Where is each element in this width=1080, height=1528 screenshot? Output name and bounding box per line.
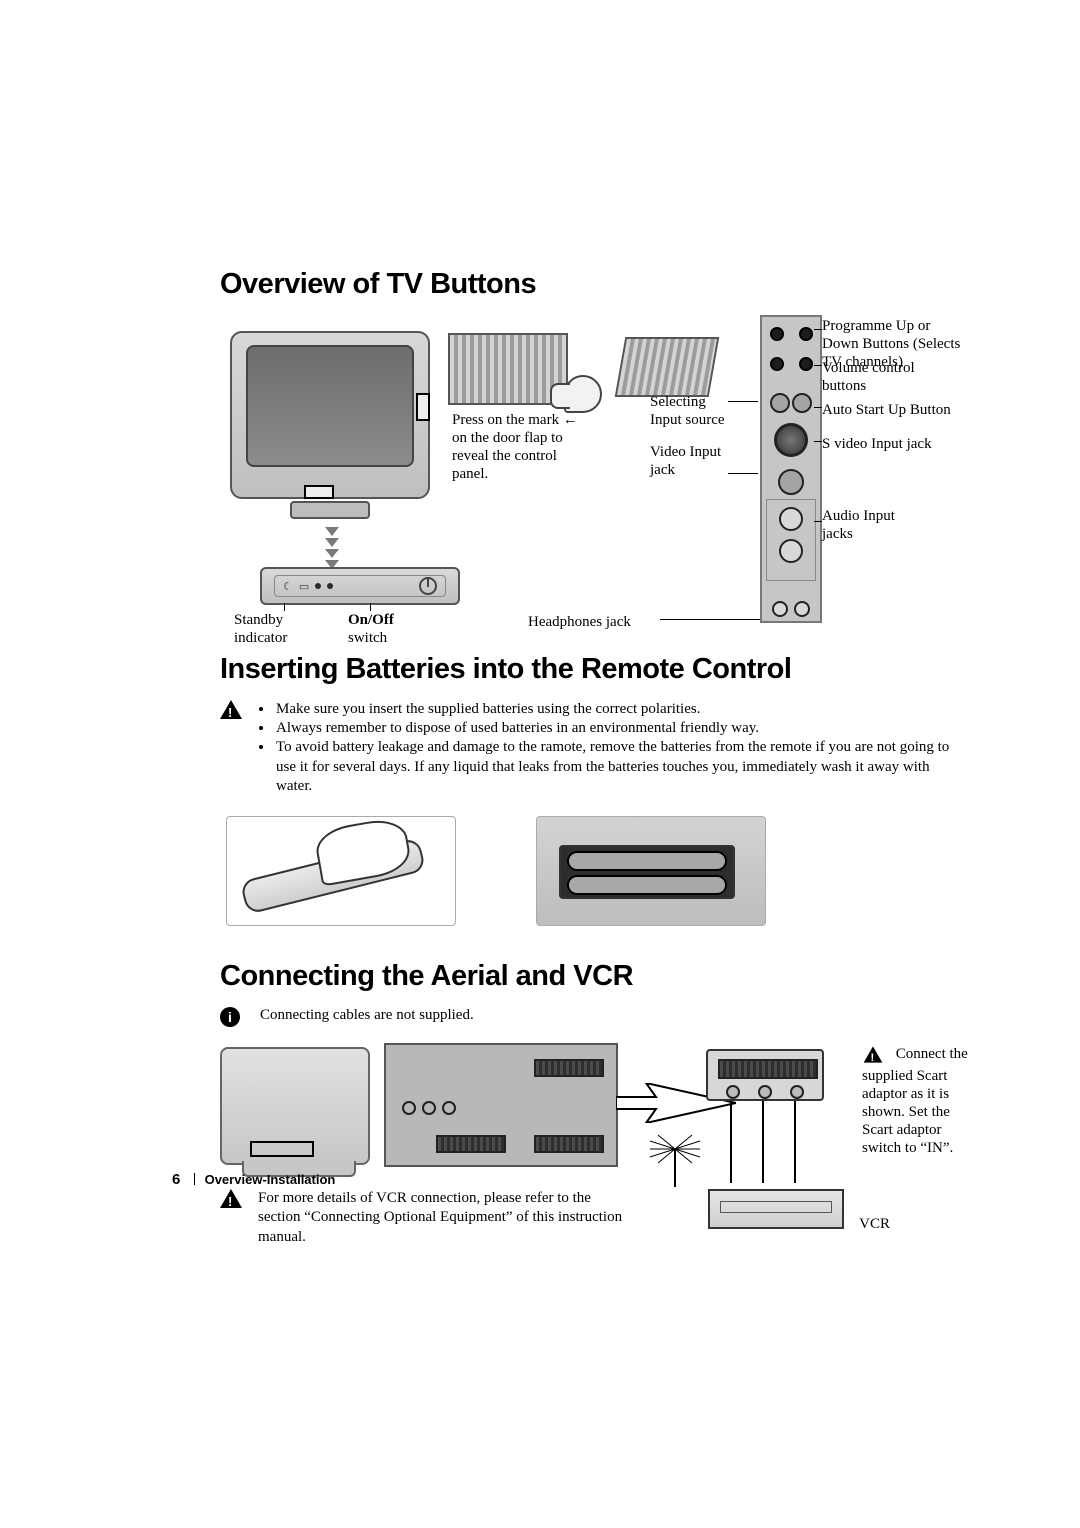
label-autostart: Auto Start Up Button	[822, 401, 968, 419]
label-scart-note: Connect the supplied Scart adaptor as it…	[862, 1045, 978, 1157]
label-standby: Standby indicator	[234, 611, 314, 647]
heading-overview: Overview of TV Buttons	[220, 268, 960, 301]
tv-buttons-figure: ☾▭ Programme Up or Down Buttons (Selects…	[220, 315, 960, 625]
page-number: 6	[172, 1171, 180, 1188]
tv-rear-panel	[384, 1043, 618, 1167]
tv-side-callout-box	[416, 393, 430, 421]
input-select-icon	[770, 393, 790, 413]
page-footer: 6 Overview-Installation	[172, 1171, 335, 1188]
battery-compartment-illustration	[536, 816, 766, 926]
vcr-note-row: For more details of VCR connection, plea…	[220, 1189, 630, 1248]
battery-bullet-3: To avoid battery leakage and damage to t…	[274, 738, 960, 796]
aerial-info-row: i Connecting cables are not supplied.	[220, 1007, 960, 1029]
audio-jack-l-icon	[779, 507, 803, 531]
hand-icon	[564, 375, 602, 413]
page: Overview of TV Buttons	[0, 0, 1080, 1528]
heading-batteries: Inserting Batteries into the Remote Cont…	[220, 653, 960, 686]
door-flap-open	[615, 337, 720, 397]
control-panel	[760, 315, 822, 623]
tv-front-callout-box	[304, 485, 334, 499]
aerial-info-text: Connecting cables are not supplied.	[260, 1007, 474, 1024]
tv-front-panel: ☾▭	[260, 567, 460, 605]
aerial-icon	[640, 1131, 710, 1187]
down-arrows	[314, 525, 350, 571]
label-svideo: S video Input jack	[822, 435, 954, 453]
scart-adaptor	[706, 1049, 824, 1101]
label-audio: Audio Input jacks	[822, 507, 912, 543]
video-jack-icon	[778, 469, 804, 495]
tv-screen	[246, 345, 414, 467]
label-volume: Volume control buttons	[822, 359, 942, 395]
warning-icon	[862, 1045, 884, 1067]
power-icon	[419, 577, 437, 595]
tv-rear-small	[220, 1047, 370, 1165]
heading-aerial: Connecting the Aerial and VCR	[220, 960, 960, 993]
rca-cables	[720, 1101, 820, 1191]
warning-icon	[220, 700, 242, 722]
warning-icon	[220, 1189, 242, 1211]
battery-insert-hand-illustration	[226, 816, 456, 926]
vcr-unit	[708, 1189, 844, 1229]
battery-bullets: Make sure you insert the supplied batter…	[260, 700, 960, 796]
label-press-flap: Press on the mark ← on the door flap to …	[452, 411, 588, 483]
aerial-vcr-figure: Connect the supplied Scart adaptor as it…	[220, 1039, 960, 1249]
battery-warning-block: Make sure you insert the supplied batter…	[220, 700, 960, 796]
label-vcr: VCR	[859, 1215, 890, 1233]
battery-bullet-2: Always remember to dispose of used batte…	[274, 719, 960, 738]
vcr-note-text: For more details of VCR connection, plea…	[258, 1189, 630, 1248]
svideo-jack-icon	[774, 423, 808, 457]
auto-start-icon	[792, 393, 812, 413]
headphone-jack-icon	[772, 601, 788, 617]
label-headphones: Headphones jack	[528, 613, 668, 631]
label-onoff: On/Offswitch	[348, 611, 428, 647]
tv-stand	[290, 501, 370, 519]
audio-jack-r-icon	[779, 539, 803, 563]
footer-section: Overview-Installation	[205, 1172, 336, 1187]
label-select-input: Selecting Input source	[650, 393, 730, 429]
label-video-jack: Video Input jack	[650, 443, 730, 479]
headphone-jack2-icon	[794, 601, 810, 617]
info-icon: i	[220, 1007, 242, 1029]
battery-bullet-1: Make sure you insert the supplied batter…	[274, 700, 960, 719]
battery-figures	[226, 816, 960, 926]
tv-illustration	[230, 331, 430, 499]
